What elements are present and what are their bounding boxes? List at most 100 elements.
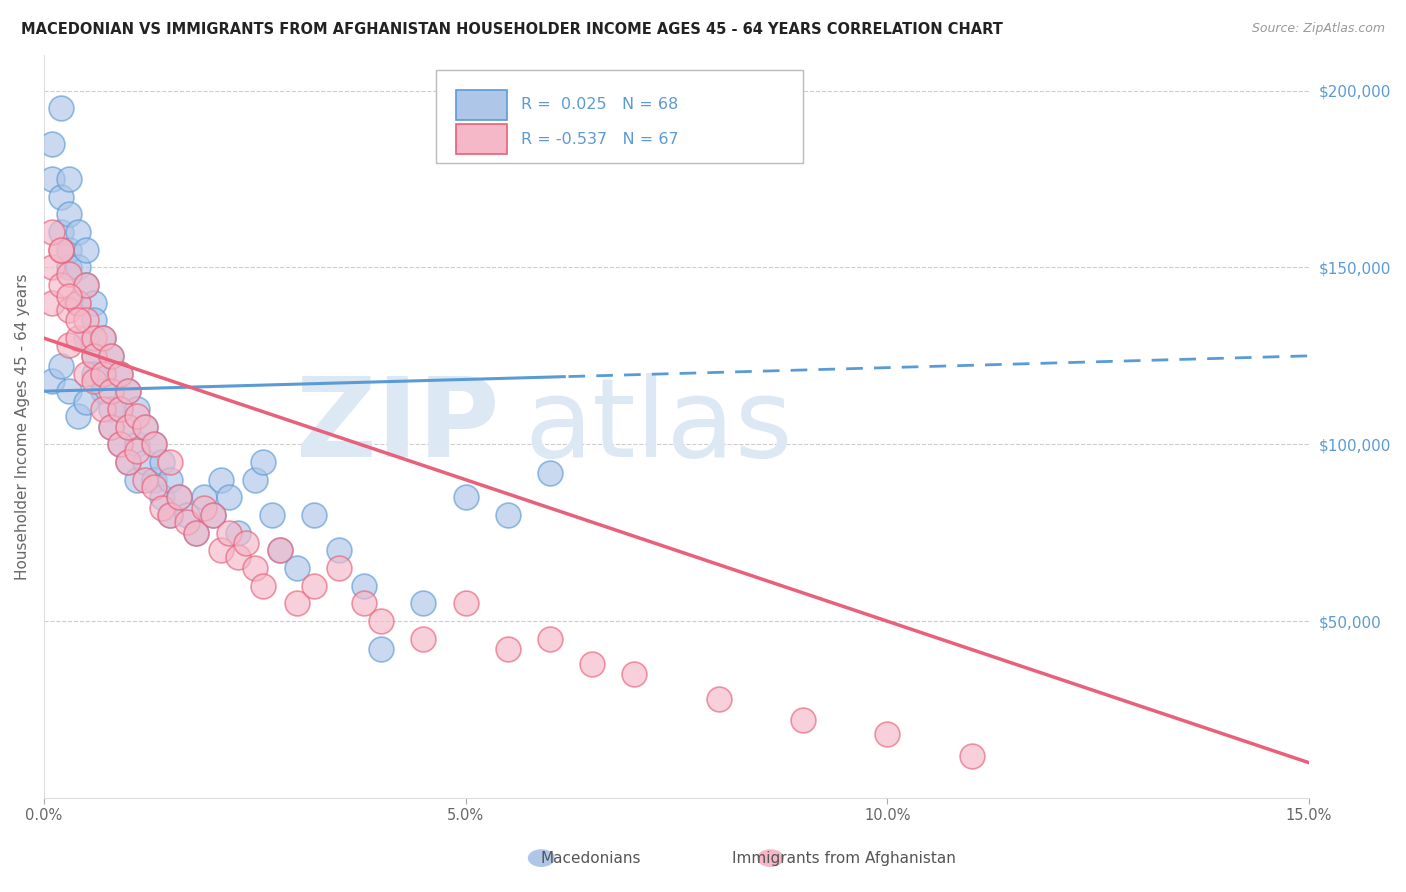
Point xyxy=(100,401,122,416)
Point xyxy=(125,401,148,416)
Point xyxy=(41,374,63,388)
Point xyxy=(454,597,477,611)
Point xyxy=(91,367,114,381)
Point xyxy=(201,508,224,522)
Point xyxy=(49,101,72,115)
Point xyxy=(209,543,232,558)
Point xyxy=(49,359,72,374)
Point xyxy=(66,295,89,310)
Point xyxy=(83,295,105,310)
Point xyxy=(49,243,72,257)
Point xyxy=(49,243,72,257)
Text: atlas: atlas xyxy=(524,373,793,480)
Point xyxy=(412,597,434,611)
Point xyxy=(142,473,165,487)
Point xyxy=(58,172,80,186)
Point xyxy=(58,384,80,399)
Point xyxy=(66,260,89,275)
Point xyxy=(66,409,89,423)
Point xyxy=(201,508,224,522)
Point xyxy=(226,550,249,565)
Point xyxy=(269,543,291,558)
Point xyxy=(75,278,97,293)
Point xyxy=(134,473,156,487)
Point xyxy=(49,189,72,203)
Point xyxy=(370,614,392,628)
Text: Immigrants from Afghanistan: Immigrants from Afghanistan xyxy=(731,851,956,865)
Point xyxy=(412,632,434,646)
Point xyxy=(100,419,122,434)
Point xyxy=(218,525,240,540)
Point xyxy=(117,419,139,434)
Point xyxy=(75,278,97,293)
Point xyxy=(49,278,72,293)
Point xyxy=(328,543,350,558)
Point xyxy=(302,579,325,593)
Point xyxy=(108,401,131,416)
Point xyxy=(496,642,519,657)
Point xyxy=(193,491,215,505)
Point xyxy=(876,727,898,741)
Point xyxy=(58,302,80,317)
Point xyxy=(41,295,63,310)
Point xyxy=(91,384,114,399)
Point xyxy=(108,367,131,381)
Point xyxy=(538,632,561,646)
Point xyxy=(75,243,97,257)
Point xyxy=(623,667,645,681)
Point xyxy=(108,437,131,451)
Point xyxy=(125,437,148,451)
Text: MACEDONIAN VS IMMIGRANTS FROM AFGHANISTAN HOUSEHOLDER INCOME AGES 45 - 64 YEARS : MACEDONIAN VS IMMIGRANTS FROM AFGHANISTA… xyxy=(21,22,1002,37)
Point xyxy=(117,455,139,469)
Point xyxy=(117,455,139,469)
Point xyxy=(125,409,148,423)
Point xyxy=(269,543,291,558)
Point xyxy=(49,225,72,239)
Point xyxy=(83,349,105,363)
Point xyxy=(41,172,63,186)
Point xyxy=(159,455,181,469)
Point xyxy=(83,367,105,381)
Point xyxy=(41,136,63,151)
Point xyxy=(184,525,207,540)
Point xyxy=(75,394,97,409)
Point xyxy=(83,313,105,327)
Point xyxy=(58,207,80,221)
Point xyxy=(209,473,232,487)
Point xyxy=(150,500,173,515)
Point xyxy=(58,268,80,282)
Point xyxy=(176,508,198,522)
Point xyxy=(91,331,114,345)
Point xyxy=(167,491,190,505)
Point xyxy=(58,289,80,303)
Point xyxy=(260,508,283,522)
FancyBboxPatch shape xyxy=(436,70,803,163)
Point xyxy=(117,419,139,434)
Text: R = -0.537   N = 67: R = -0.537 N = 67 xyxy=(520,132,679,146)
Point xyxy=(83,349,105,363)
Point xyxy=(252,579,274,593)
Point xyxy=(960,748,983,763)
Point xyxy=(134,419,156,434)
Point xyxy=(66,331,89,345)
Point xyxy=(41,260,63,275)
Point xyxy=(100,349,122,363)
Text: Macedonians: Macedonians xyxy=(540,851,641,865)
Point xyxy=(159,508,181,522)
Point xyxy=(792,713,814,727)
Point xyxy=(108,367,131,381)
Point xyxy=(193,500,215,515)
Point xyxy=(100,349,122,363)
Point xyxy=(150,491,173,505)
Point xyxy=(243,473,266,487)
Point xyxy=(108,437,131,451)
Point xyxy=(538,466,561,480)
Point xyxy=(66,313,89,327)
Point xyxy=(454,491,477,505)
Point xyxy=(581,657,603,671)
Point xyxy=(125,444,148,458)
Point xyxy=(285,597,308,611)
Point xyxy=(243,561,266,575)
Point xyxy=(353,597,375,611)
Point xyxy=(285,561,308,575)
